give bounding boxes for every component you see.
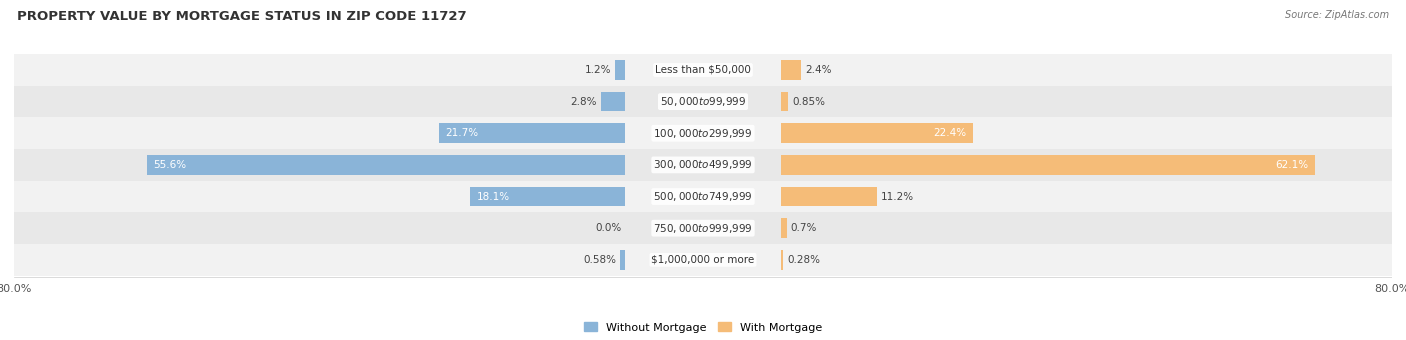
Text: 0.28%: 0.28% <box>787 255 820 265</box>
Text: $500,000 to $749,999: $500,000 to $749,999 <box>654 190 752 203</box>
Text: 18.1%: 18.1% <box>477 191 509 202</box>
Text: $750,000 to $999,999: $750,000 to $999,999 <box>654 222 752 235</box>
Text: 55.6%: 55.6% <box>153 160 187 170</box>
Text: 2.8%: 2.8% <box>571 97 598 107</box>
Text: $1,000,000 or more: $1,000,000 or more <box>651 255 755 265</box>
Text: 2.4%: 2.4% <box>806 65 832 75</box>
Bar <box>780 250 783 270</box>
Text: 0.7%: 0.7% <box>790 223 817 233</box>
Bar <box>14 181 1392 212</box>
Bar <box>14 54 1392 86</box>
Bar <box>780 218 786 238</box>
Bar <box>602 92 626 112</box>
Text: $300,000 to $499,999: $300,000 to $499,999 <box>654 158 752 171</box>
Bar <box>439 123 626 143</box>
Text: PROPERTY VALUE BY MORTGAGE STATUS IN ZIP CODE 11727: PROPERTY VALUE BY MORTGAGE STATUS IN ZIP… <box>17 10 467 23</box>
Bar <box>14 244 1392 276</box>
Text: 11.2%: 11.2% <box>882 191 914 202</box>
Text: 62.1%: 62.1% <box>1275 160 1309 170</box>
Bar <box>14 149 1392 181</box>
Bar <box>14 86 1392 117</box>
Text: 21.7%: 21.7% <box>446 128 478 138</box>
Bar <box>620 250 626 270</box>
Bar <box>14 117 1392 149</box>
Bar <box>470 187 626 206</box>
Text: 0.0%: 0.0% <box>595 223 621 233</box>
Bar <box>780 155 1315 175</box>
Bar <box>780 60 801 80</box>
Bar <box>14 212 1392 244</box>
Legend: Without Mortgage, With Mortgage: Without Mortgage, With Mortgage <box>579 318 827 337</box>
Text: Less than $50,000: Less than $50,000 <box>655 65 751 75</box>
Bar <box>780 123 973 143</box>
Bar <box>146 155 626 175</box>
Text: 0.58%: 0.58% <box>583 255 616 265</box>
Text: $50,000 to $99,999: $50,000 to $99,999 <box>659 95 747 108</box>
Text: 1.2%: 1.2% <box>585 65 610 75</box>
Bar <box>780 92 787 112</box>
Text: 22.4%: 22.4% <box>934 128 966 138</box>
Bar <box>780 187 877 206</box>
Text: 0.85%: 0.85% <box>792 97 825 107</box>
Text: Source: ZipAtlas.com: Source: ZipAtlas.com <box>1285 10 1389 20</box>
Bar <box>616 60 626 80</box>
Text: $100,000 to $299,999: $100,000 to $299,999 <box>654 127 752 140</box>
